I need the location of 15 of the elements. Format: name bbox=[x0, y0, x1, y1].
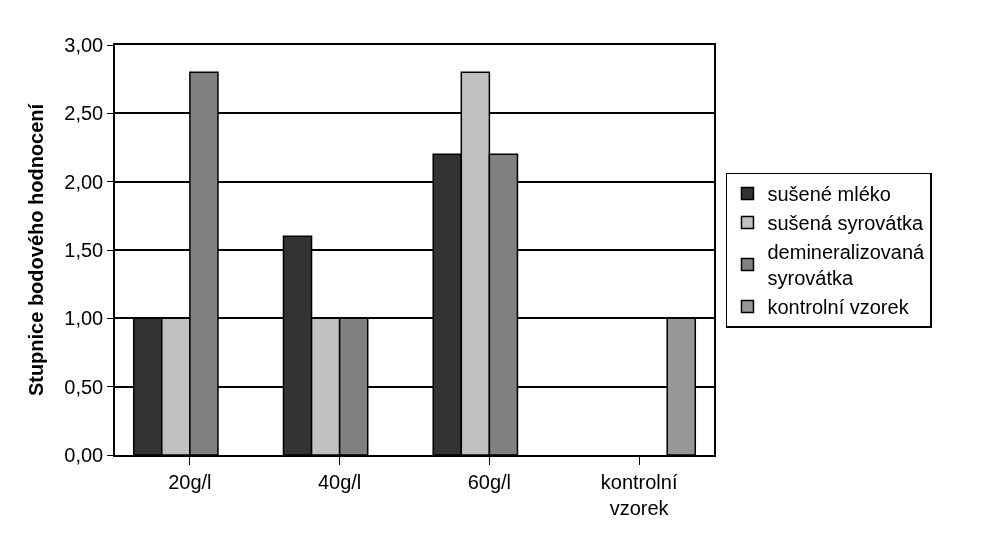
y-axis-title: Stupnice bodového hodnocení bbox=[25, 102, 48, 397]
x-tick-label: kontrolní vzorek bbox=[600, 470, 678, 519]
x-tick-label: 40g/l bbox=[317, 470, 362, 493]
y-tick-label: 3,00 bbox=[64, 34, 104, 56]
x-tick-label: 20g/l bbox=[168, 470, 212, 493]
legend-label: sušené mléko bbox=[767, 183, 891, 206]
y-tick-label: 2,00 bbox=[64, 170, 104, 193]
y-tick-label: 1,00 bbox=[64, 307, 104, 330]
legend-label: sušená syrovátka bbox=[767, 212, 924, 235]
y-tick-label: 2,50 bbox=[64, 102, 104, 125]
x-tick-label: 60g/l bbox=[467, 470, 512, 493]
y-tick-label: 1,50 bbox=[64, 239, 104, 261]
y-tick-label: 0,50 bbox=[64, 375, 104, 398]
legend-label: kontrolní vzorek bbox=[767, 296, 910, 319]
y-tick-label: 0,00 bbox=[64, 444, 104, 466]
